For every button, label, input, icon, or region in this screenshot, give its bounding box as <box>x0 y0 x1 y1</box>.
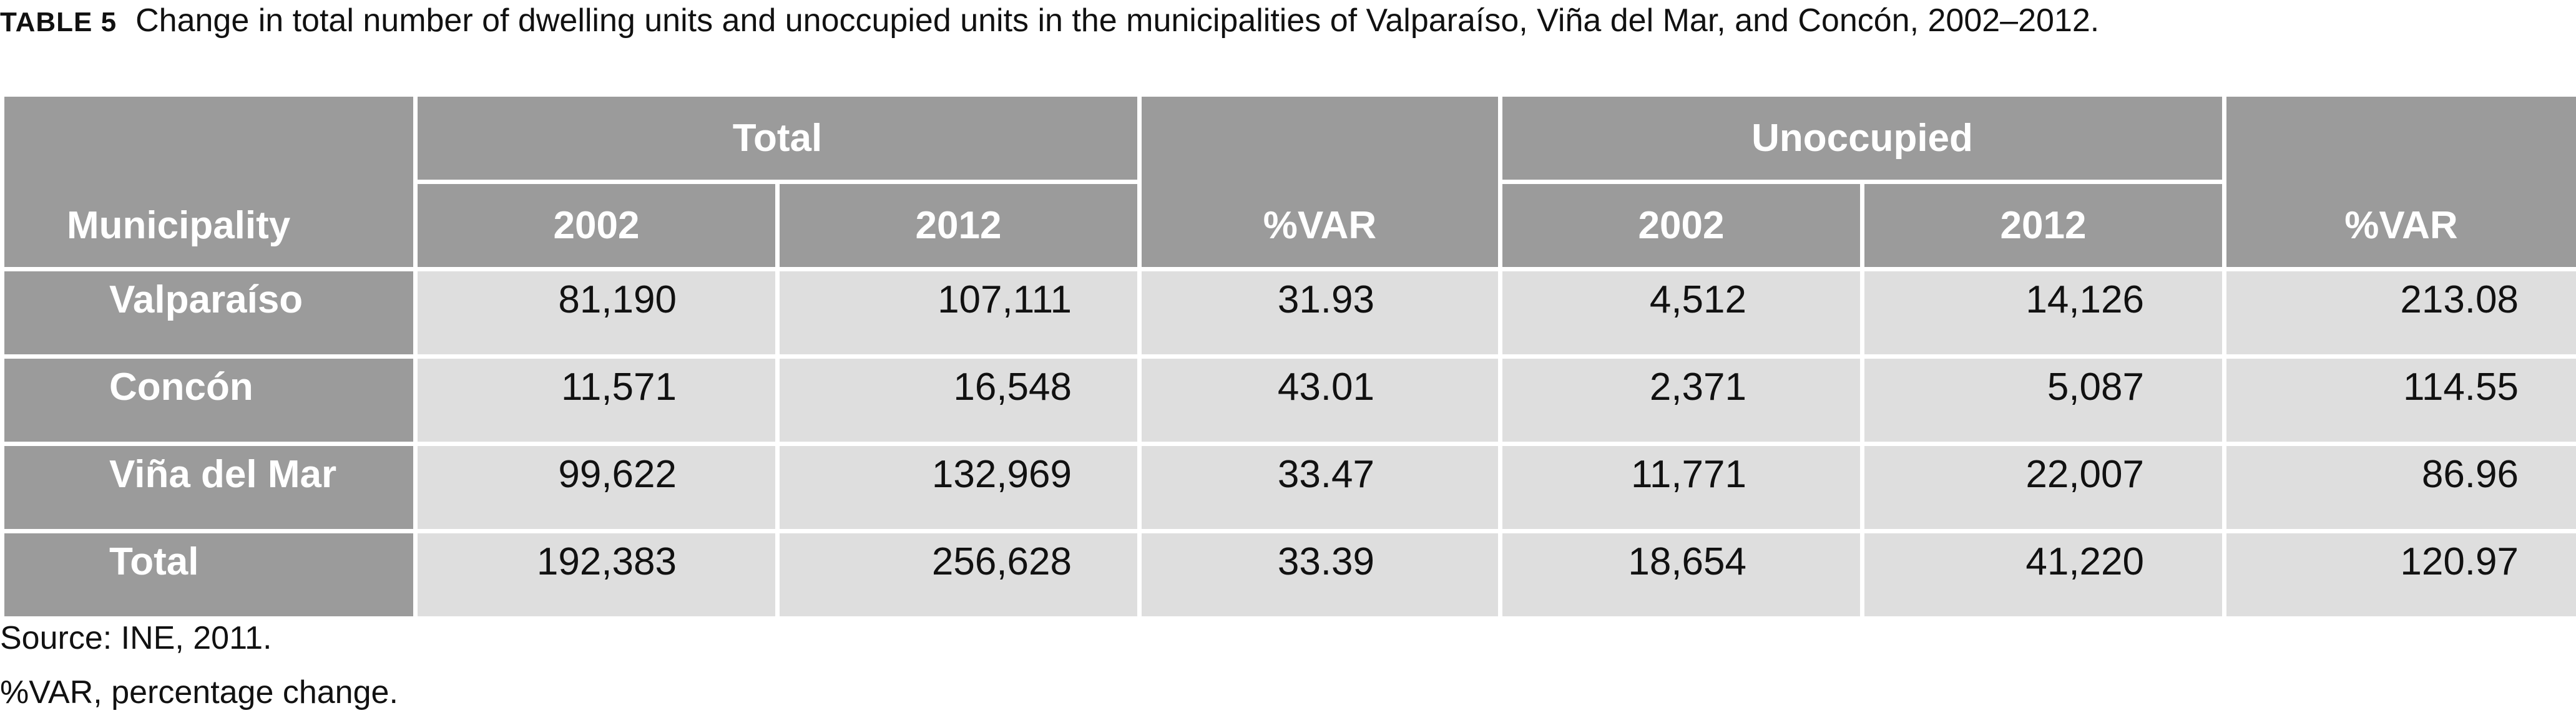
table-row-total: Total 192,383 256,628 33.39 18,654 41,22… <box>0 529 2576 621</box>
municipality-cell: Concón <box>0 354 418 446</box>
header-row-years: 2002 2012 2002 2012 <box>2 180 2576 271</box>
abbreviation-note: %VAR, percentage change. <box>0 674 398 711</box>
unoccupied-var-cell: 213.08 <box>2222 267 2576 359</box>
total-2012-cell: 132,969 <box>775 442 1142 533</box>
total-2002-cell: 81,190 <box>413 267 780 359</box>
total-2012-cell: 256,628 <box>775 529 1142 621</box>
source-note: Source: INE, 2011. <box>0 620 272 656</box>
unoccupied-2002-cell: 11,771 <box>1498 442 1864 533</box>
unoccupied-2012-cell: 22,007 <box>1860 442 2226 533</box>
header-row-groups: Municipality Total %VAR Unoccupied %VAR <box>0 92 2576 271</box>
total-var-cell: 33.39 <box>1137 529 1502 621</box>
total-2012-cell: 107,111 <box>775 267 1142 359</box>
unoccupied-2002-cell: 2,371 <box>1498 354 1864 446</box>
header-unoccupied-2012: 2012 <box>1860 180 2226 271</box>
header-municipality: Municipality <box>0 92 418 271</box>
total-var-cell: 31.93 <box>1137 267 1502 359</box>
unoccupied-2002-cell: 4,512 <box>1498 267 1864 359</box>
header-total-2012: 2012 <box>775 180 1142 271</box>
unoccupied-var-cell: 86.96 <box>2222 442 2576 533</box>
header-group-total: Total <box>413 92 1142 184</box>
unoccupied-2012-cell: 41,220 <box>1860 529 2226 621</box>
total-var-cell: 43.01 <box>1137 354 1502 446</box>
header-total-var: %VAR <box>1137 92 1502 271</box>
total-2002-cell: 11,571 <box>413 354 780 446</box>
total-2002-cell: 192,383 <box>413 529 780 621</box>
unoccupied-2002-cell: 18,654 <box>1498 529 1864 621</box>
table-label: TABLE 5 <box>0 7 117 37</box>
municipality-cell: Valparaíso <box>0 267 418 359</box>
header-group-unoccupied: Unoccupied <box>1498 92 2226 184</box>
unoccupied-2012-cell: 5,087 <box>1860 354 2226 446</box>
table-row: Concón 11,571 16,548 43.01 2,371 5,087 1… <box>0 354 2576 446</box>
municipality-cell: Total <box>0 529 418 621</box>
total-2002-cell: 99,622 <box>413 442 780 533</box>
total-2012-cell: 16,548 <box>775 354 1142 446</box>
dwelling-units-table: Municipality Total %VAR Unoccupied %VAR … <box>0 92 2576 621</box>
total-var-cell: 33.47 <box>1137 442 1502 533</box>
unoccupied-var-cell: 114.55 <box>2222 354 2576 446</box>
header-unoccupied-var: %VAR <box>2222 92 2576 271</box>
header-total-2002: 2002 <box>413 180 780 271</box>
unoccupied-var-cell: 120.97 <box>2222 529 2576 621</box>
header-unoccupied-2002: 2002 <box>1498 180 1864 271</box>
table-row: Viña del Mar 99,622 132,969 33.47 11,771… <box>0 442 2576 533</box>
unoccupied-2012-cell: 14,126 <box>1860 267 2226 359</box>
table-caption-text: Change in total number of dwelling units… <box>135 2 2100 39</box>
table-caption: TABLE 5 Change in total number of dwellin… <box>0 0 2099 41</box>
municipality-cell: Viña del Mar <box>0 442 418 533</box>
table-row: Valparaíso 81,190 107,111 31.93 4,512 14… <box>0 267 2576 359</box>
